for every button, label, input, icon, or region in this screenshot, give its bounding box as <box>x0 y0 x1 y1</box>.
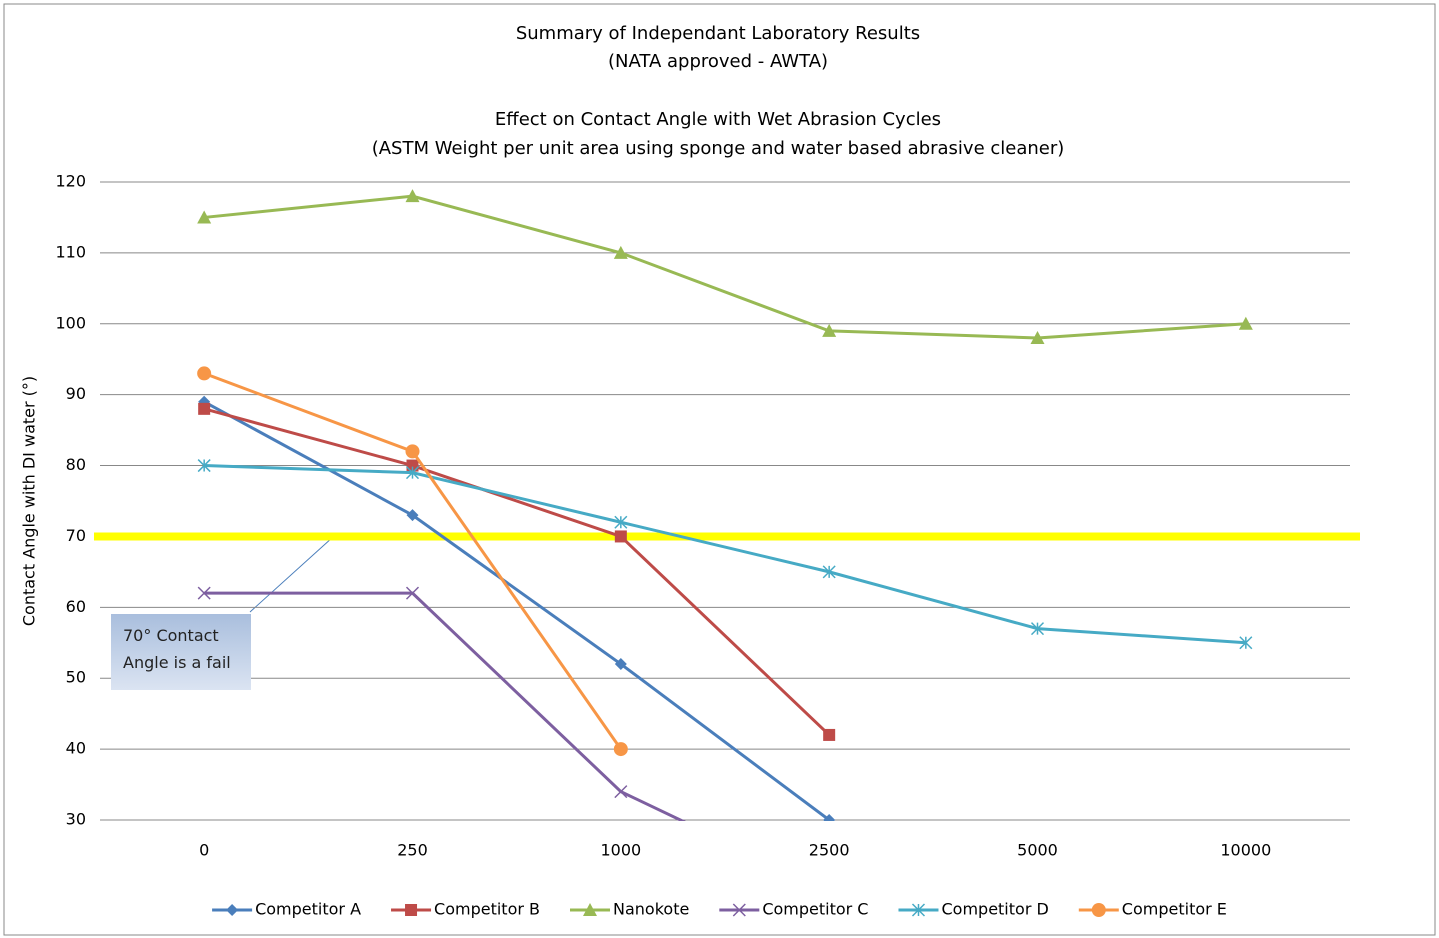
marker <box>822 323 837 337</box>
legend-label: Competitor E <box>1122 900 1227 919</box>
marker <box>613 245 628 259</box>
plot-area <box>197 189 1253 821</box>
y-tick-label: 90 <box>66 384 86 403</box>
marker <box>1030 622 1045 636</box>
x-tick-label: 250 <box>397 841 428 860</box>
y-tick-label: 70 <box>66 526 86 545</box>
marker <box>197 459 211 473</box>
series-line <box>204 464 1246 645</box>
y-tick-label: 50 <box>66 668 86 687</box>
y-tick-label: 110 <box>55 242 86 261</box>
x-tick-label: 1000 <box>600 841 641 860</box>
marker <box>732 903 746 917</box>
chart-subtitle: (NATA approved - AWTA) <box>608 51 828 72</box>
chart-title: Effect on Contact Angle with Wet Abrasio… <box>495 109 941 130</box>
marker <box>614 785 628 799</box>
chart-subtitle: (ASTM Weight per unit area using sponge … <box>372 138 1065 159</box>
marker <box>1239 636 1253 650</box>
marker <box>1030 330 1045 344</box>
x-tick-label: 0 <box>199 841 209 860</box>
marker <box>226 904 239 916</box>
marker <box>197 366 212 381</box>
marker <box>1238 316 1253 330</box>
legend-label: Competitor C <box>762 900 868 919</box>
chart-title: Summary of Independant Laboratory Result… <box>516 23 920 44</box>
marker <box>405 444 420 459</box>
x-tick-label: 10000 <box>1220 841 1271 860</box>
y-tick-label: 100 <box>55 313 86 332</box>
marker <box>614 658 627 671</box>
marker <box>614 515 628 529</box>
legend-label: Competitor A <box>255 900 361 919</box>
annotation: 70° Contact Angle is a fail <box>111 614 251 690</box>
y-tick-label: 60 <box>66 597 86 616</box>
marker <box>822 565 836 579</box>
y-tick-label: 80 <box>66 455 86 474</box>
marker <box>823 728 836 741</box>
series-line <box>203 400 831 821</box>
marker <box>1091 903 1106 917</box>
marker <box>583 903 597 916</box>
marker <box>614 530 627 543</box>
series-line <box>203 407 831 737</box>
marker <box>406 459 419 472</box>
x-tick-label: 5000 <box>1017 841 1058 860</box>
marker <box>405 189 420 203</box>
marker <box>406 509 419 522</box>
legend-label: Nanokote <box>613 900 689 919</box>
y-tick-label: 120 <box>55 172 86 191</box>
marker <box>405 466 420 480</box>
marker <box>613 742 628 757</box>
marker <box>911 903 926 917</box>
y-tick-label: 30 <box>66 810 86 829</box>
y-axis-label: Contact Angle with DI water (°) <box>20 376 39 626</box>
y-tick-label: 40 <box>66 739 86 758</box>
marker <box>823 814 836 821</box>
marker <box>405 904 418 916</box>
marker <box>197 210 212 224</box>
series-line <box>204 591 686 821</box>
marker <box>198 402 211 415</box>
series-line <box>204 194 1246 340</box>
legend-label: Competitor B <box>434 900 540 919</box>
annotation-arrow <box>249 536 334 613</box>
chart-frame <box>3 3 1436 936</box>
x-tick-label: 2500 <box>809 841 850 860</box>
marker <box>405 586 420 600</box>
legend-label: Competitor D <box>941 900 1048 919</box>
marker <box>197 586 211 600</box>
